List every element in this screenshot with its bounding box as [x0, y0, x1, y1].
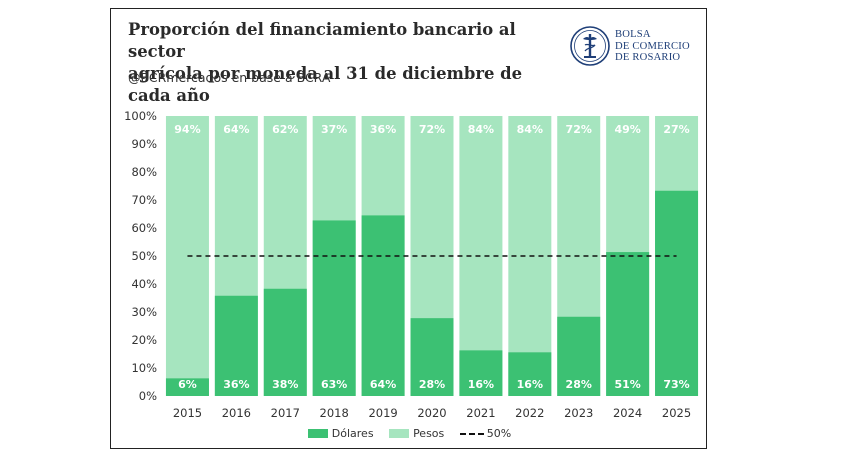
bar-dolares: [508, 352, 552, 396]
data-label-dolares: 36%: [223, 378, 249, 391]
bar-dolares: [410, 318, 454, 396]
data-label-pesos: 72%: [566, 123, 592, 136]
x-tick-label: 2023: [564, 406, 593, 420]
legend-item-pesos: Pesos: [389, 427, 444, 440]
bar-dolares: [361, 215, 405, 396]
x-tick-label: 2021: [466, 406, 495, 420]
x-tick-label: 2020: [417, 406, 446, 420]
x-tick-label: 2022: [515, 406, 544, 420]
chart-title-line-1: Proporción del financiamiento bancario a…: [128, 20, 516, 61]
data-label-dolares: 16%: [468, 378, 494, 391]
legend-item-dolares: Dólares: [307, 426, 374, 440]
bcr-seal-icon: [570, 26, 610, 66]
data-label-dolares: 28%: [419, 378, 445, 391]
y-tick-label: 60%: [131, 221, 157, 235]
y-tick-label: 80%: [131, 165, 157, 179]
y-tick-label: 20%: [131, 333, 157, 347]
chart-title-line-2: agrícola por moneda al 31 de diciembre d…: [128, 64, 522, 105]
y-tick-label: 100%: [124, 109, 157, 123]
x-tick-label: 2016: [222, 406, 251, 420]
data-label-pesos: 49%: [614, 123, 640, 136]
legend-item-reference: 50%: [459, 426, 512, 440]
x-tick-label: 2017: [271, 406, 300, 420]
data-label-pesos: 72%: [419, 123, 445, 136]
data-label-pesos: 84%: [468, 123, 494, 136]
stacked-bar-chart: 0% 10% 20% 30% 40% 50% 60% 70% 80% 90% 100% 94% 6% 20…: [124, 109, 699, 420]
chart-subtitle: @BCRmercados en base a BCRA: [128, 70, 331, 85]
bar-dolares: [557, 316, 601, 396]
chart-card: Proporción del financiamiento bancario a…: [110, 8, 707, 449]
y-tick-label: 10%: [131, 361, 157, 375]
x-tick-label: 2018: [320, 406, 349, 420]
logo-line-2: DE COMERCIO: [615, 40, 690, 52]
bar-dolares: [214, 295, 258, 396]
y-tick-label: 70%: [131, 193, 157, 207]
legend-label-reference: 50%: [486, 426, 512, 440]
chart-title: Proporción del financiamiento bancario a…: [128, 19, 568, 107]
logo-line-3: DE ROSARIO: [615, 52, 681, 63]
y-tick-label: 30%: [131, 305, 157, 319]
bar-dolares: [165, 378, 209, 396]
data-label-pesos: 84%: [517, 123, 543, 136]
data-label-dolares: 51%: [614, 378, 640, 391]
x-tick-label: 2019: [368, 406, 397, 420]
x-tick-label: 2025: [662, 406, 691, 420]
logo-line-1: BOLSA: [615, 29, 651, 40]
bcr-logo: BOLSA DE COMERCIO DE ROSARIO: [567, 23, 706, 73]
x-tick-label: 2024: [613, 406, 642, 420]
data-label-dolares: 64%: [370, 378, 396, 391]
data-label-pesos: 37%: [321, 123, 347, 136]
legend-swatch-reference: [459, 432, 484, 435]
legend-label-pesos: Pesos: [413, 426, 445, 440]
data-label-pesos: 94%: [174, 123, 200, 136]
legend-swatch-pesos: [389, 429, 410, 438]
data-label-dolares: 38%: [272, 378, 298, 391]
chart-legend: Dólares Pesos 50%: [111, 426, 706, 440]
data-label-pesos: 64%: [223, 123, 249, 136]
data-label-dolares: 63%: [321, 378, 347, 391]
bcr-logo-text: BOLSA DE COMERCIO DE ROSARIO: [615, 29, 690, 64]
y-tick-label: 40%: [131, 277, 157, 291]
data-label-pesos: 36%: [370, 123, 396, 136]
data-label-dolares: 73%: [663, 378, 689, 391]
y-tick-label: 50%: [131, 249, 157, 263]
data-label-pesos: 27%: [663, 123, 689, 136]
data-label-pesos: 62%: [272, 123, 298, 136]
legend-label-dolares: Dólares: [331, 426, 374, 440]
legend-swatch-dolares: [307, 429, 328, 438]
data-label-dolares: 16%: [517, 378, 543, 391]
y-tick-label: 0%: [139, 389, 157, 403]
bar-dolares: [312, 220, 356, 396]
data-label-dolares: 6%: [178, 378, 197, 391]
bar-dolares: [459, 350, 503, 396]
data-label-dolares: 28%: [566, 378, 592, 391]
bar-dolares: [263, 288, 307, 396]
bar-dolares: [655, 190, 699, 396]
bar-dolares: [606, 252, 650, 396]
y-tick-label: 90%: [131, 137, 157, 151]
x-tick-label: 2015: [173, 406, 202, 420]
